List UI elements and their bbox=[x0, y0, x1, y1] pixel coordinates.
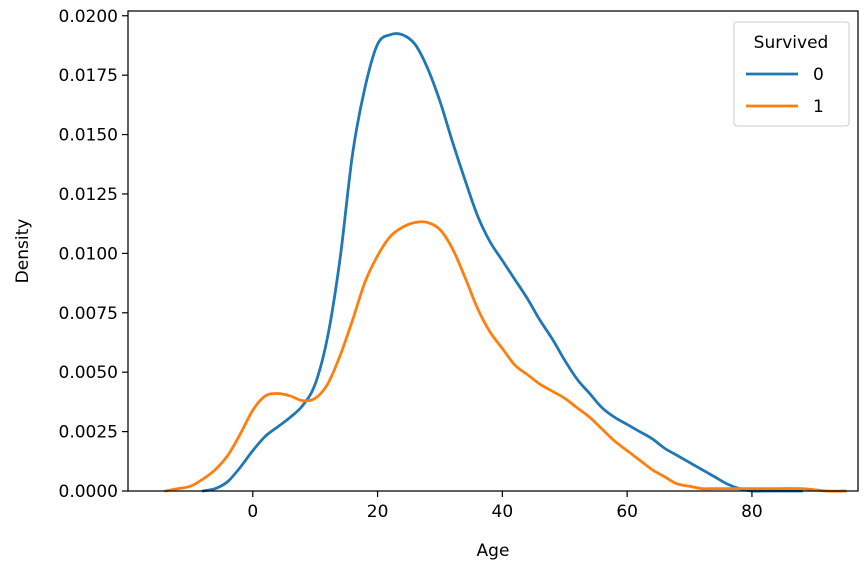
series-layer bbox=[164, 32, 847, 493]
y-axis-label: Density bbox=[13, 219, 33, 284]
x-axis-label: Age bbox=[477, 541, 510, 561]
legend: Survived 0 1 bbox=[733, 21, 850, 127]
legend-label-0: 0 bbox=[813, 65, 824, 85]
plot-frame bbox=[127, 10, 859, 492]
y-tick-label: 0.0150 bbox=[59, 126, 118, 146]
legend-title: Survived bbox=[754, 33, 829, 53]
x-axis: 0 20 40 60 80 bbox=[247, 491, 763, 522]
x-tick-label: 40 bbox=[492, 502, 514, 522]
y-axis: 0.0000 0.0025 0.0050 0.0075 0.0100 0.0125 0.01… bbox=[59, 7, 128, 502]
y-tick-label: 0.0125 bbox=[59, 185, 118, 205]
y-tick-label: 0.0050 bbox=[59, 363, 118, 383]
y-tick-label: 0.0000 bbox=[59, 482, 118, 502]
y-tick-label: 0.0175 bbox=[59, 66, 118, 86]
y-tick-label: 0.0100 bbox=[59, 244, 118, 264]
x-tick-label: 80 bbox=[741, 502, 763, 522]
y-tick-label: 0.0075 bbox=[59, 304, 118, 324]
x-tick-label: 60 bbox=[616, 502, 638, 522]
x-tick-label: 0 bbox=[247, 502, 258, 522]
y-tick-label: 0.0200 bbox=[59, 7, 118, 27]
series-line-1 bbox=[164, 220, 847, 493]
y-tick-label: 0.0025 bbox=[59, 423, 118, 443]
series-line-0 bbox=[201, 32, 804, 493]
x-tick-label: 20 bbox=[367, 502, 389, 522]
legend-label-1: 1 bbox=[813, 97, 824, 117]
